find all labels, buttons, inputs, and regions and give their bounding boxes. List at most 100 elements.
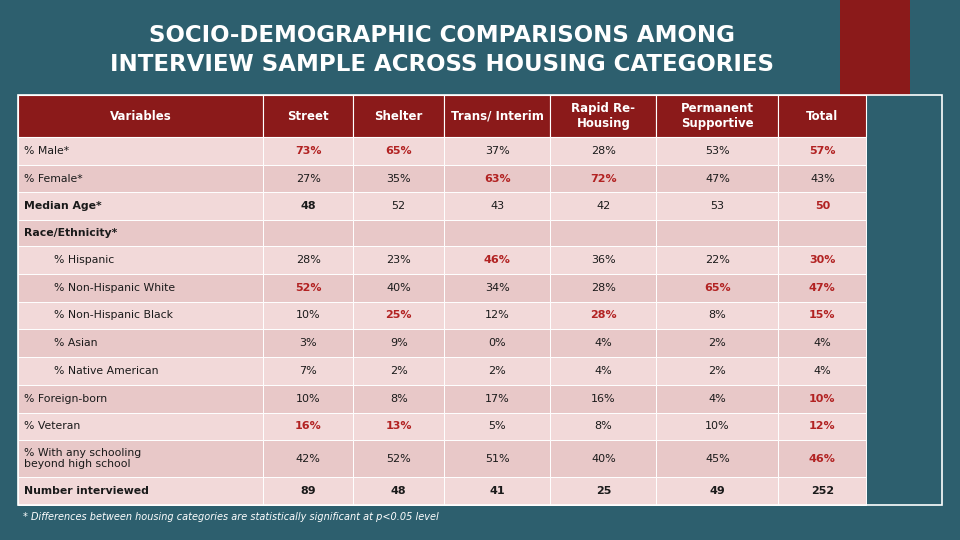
Text: 40%: 40% (591, 454, 615, 464)
Bar (550, 385, 657, 413)
Bar (18, 301, 263, 329)
Bar (18, 274, 263, 301)
Text: 4%: 4% (813, 366, 831, 376)
Bar (18, 329, 263, 357)
Text: 46%: 46% (484, 255, 511, 265)
Bar (18, 357, 263, 385)
Text: 48: 48 (391, 486, 406, 496)
Bar (263, 192, 353, 220)
Text: Variables: Variables (109, 110, 171, 123)
Bar (263, 329, 353, 357)
Bar (263, 477, 353, 505)
Text: 8%: 8% (390, 394, 408, 404)
Text: 57%: 57% (809, 146, 835, 156)
Text: 4%: 4% (708, 394, 727, 404)
Bar (444, 301, 550, 329)
Bar (550, 413, 657, 440)
Text: Race/Ethnicity*: Race/Ethnicity* (24, 228, 117, 238)
Bar (657, 440, 779, 477)
Bar (18, 192, 263, 220)
Bar (779, 165, 866, 192)
Bar (18, 413, 263, 440)
Bar (263, 95, 353, 137)
Bar (18, 246, 263, 274)
Bar (353, 192, 444, 220)
Text: 45%: 45% (705, 454, 730, 464)
Bar (263, 440, 353, 477)
Bar (657, 246, 779, 274)
Bar (779, 385, 866, 413)
Bar (657, 413, 779, 440)
Text: 30%: 30% (809, 255, 835, 265)
Text: 40%: 40% (386, 283, 411, 293)
Bar (444, 329, 550, 357)
Text: 28%: 28% (296, 255, 321, 265)
Text: 73%: 73% (295, 146, 322, 156)
Text: 65%: 65% (385, 146, 412, 156)
Bar (18, 95, 942, 505)
Bar (263, 385, 353, 413)
Bar (779, 357, 866, 385)
Text: 25%: 25% (385, 310, 412, 320)
Bar (657, 274, 779, 301)
Text: 35%: 35% (386, 173, 411, 184)
Text: % Veteran: % Veteran (24, 421, 81, 431)
Bar (263, 246, 353, 274)
Text: 49: 49 (709, 486, 726, 496)
Bar (657, 385, 779, 413)
Text: * Differences between housing categories are statistically significant at p<0.05: * Differences between housing categories… (23, 512, 439, 522)
Bar (18, 137, 263, 165)
Bar (550, 440, 657, 477)
Bar (779, 477, 866, 505)
Text: 2%: 2% (708, 366, 727, 376)
Text: 53: 53 (710, 201, 725, 211)
Bar (550, 477, 657, 505)
Bar (779, 301, 866, 329)
Bar (657, 165, 779, 192)
Text: 27%: 27% (296, 173, 321, 184)
Text: 8%: 8% (594, 421, 612, 431)
Bar (263, 301, 353, 329)
Text: 12%: 12% (485, 310, 510, 320)
Bar (657, 357, 779, 385)
Bar (550, 357, 657, 385)
Bar (353, 477, 444, 505)
Text: 10%: 10% (706, 421, 730, 431)
Bar (444, 165, 550, 192)
Bar (444, 192, 550, 220)
Text: 12%: 12% (809, 421, 835, 431)
Text: 89: 89 (300, 486, 316, 496)
Bar (657, 137, 779, 165)
Bar (550, 165, 657, 192)
Bar (657, 301, 779, 329)
Bar (444, 413, 550, 440)
Text: Shelter: Shelter (374, 110, 422, 123)
Text: 37%: 37% (485, 146, 510, 156)
Bar (444, 440, 550, 477)
Text: 10%: 10% (296, 310, 321, 320)
Text: % Male*: % Male* (24, 146, 69, 156)
Bar (657, 192, 779, 220)
Text: 2%: 2% (390, 366, 408, 376)
Bar (550, 274, 657, 301)
Bar (263, 137, 353, 165)
Bar (353, 440, 444, 477)
Bar (353, 274, 444, 301)
Text: 52%: 52% (386, 454, 411, 464)
Bar (779, 192, 866, 220)
Text: % Native American: % Native American (40, 366, 158, 376)
Text: 252: 252 (811, 486, 834, 496)
Text: Number interviewed: Number interviewed (24, 486, 149, 496)
Text: 34%: 34% (485, 283, 510, 293)
Bar (18, 220, 263, 246)
Text: 16%: 16% (295, 421, 322, 431)
Bar (444, 246, 550, 274)
Bar (18, 385, 263, 413)
Bar (444, 357, 550, 385)
Text: 4%: 4% (594, 366, 612, 376)
Bar (353, 357, 444, 385)
Text: 25: 25 (595, 486, 612, 496)
Text: 50: 50 (815, 201, 830, 211)
Bar (657, 95, 779, 137)
Text: 7%: 7% (300, 366, 317, 376)
